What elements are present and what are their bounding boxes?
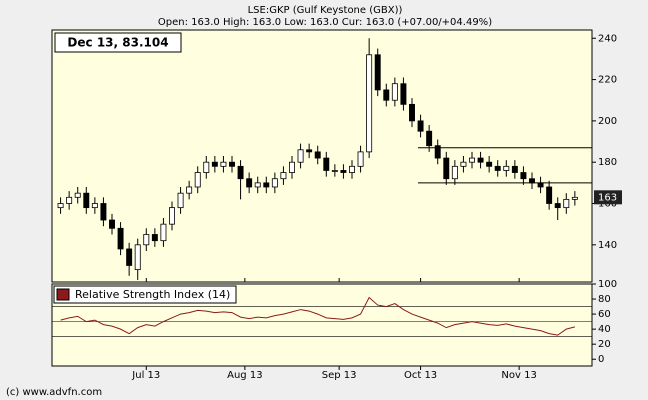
candle-body <box>83 192 90 209</box>
price-panel <box>51 29 593 283</box>
candle-body <box>546 186 553 204</box>
candle-body <box>503 165 510 171</box>
candle-body <box>194 172 201 188</box>
candle-body <box>126 248 133 266</box>
candle-body <box>297 149 304 163</box>
candle-body <box>469 157 475 163</box>
candle-body <box>160 223 167 242</box>
candle-body <box>529 178 535 184</box>
y-tick-label: 200 <box>598 116 617 127</box>
chart-title: LSE:GKP (Gulf Keystone (GBX)) <box>248 5 403 16</box>
y-tick-label: 140 <box>598 240 617 251</box>
candle-body <box>186 186 193 194</box>
candle-body <box>451 165 458 180</box>
candle-body <box>374 54 381 91</box>
candle-body <box>537 182 544 188</box>
y-tick-label: 20 <box>598 339 611 350</box>
candle-body <box>66 196 73 204</box>
x-tick-label: Nov 13 <box>501 370 536 381</box>
y-tick-label: 220 <box>598 75 617 86</box>
candle-body <box>383 89 390 101</box>
legend-swatch <box>56 288 70 301</box>
candle-body <box>349 165 355 173</box>
y-tick-label: 60 <box>598 309 611 320</box>
candle-body <box>314 151 321 159</box>
candle-body <box>246 178 253 188</box>
candle-body <box>434 145 441 159</box>
footer: (c) www.advfn.com <box>6 387 102 398</box>
candle-body <box>289 161 295 173</box>
candle-body <box>57 203 64 209</box>
y-tick-label: 100 <box>598 279 617 290</box>
last-price-label: 163 <box>598 192 617 203</box>
candle-body <box>254 182 261 188</box>
candle-body <box>323 157 330 171</box>
candle-body <box>91 203 98 209</box>
candle-body <box>520 172 527 180</box>
candle-body <box>426 130 433 147</box>
candle-body <box>74 192 81 198</box>
last-price-box <box>594 190 622 205</box>
candle-body <box>391 83 398 101</box>
candle-body <box>331 170 338 172</box>
y-tick-label: 180 <box>598 157 617 168</box>
candle-body <box>306 149 313 153</box>
candle-body <box>494 165 501 171</box>
chart-subtitle: Open: 163.0 High: 163.0 Low: 163.0 Cur: … <box>158 17 492 28</box>
candle-body <box>220 161 227 167</box>
candle-body <box>271 178 278 188</box>
y-tick-label: 240 <box>598 33 617 44</box>
candle-body <box>143 234 150 246</box>
candle-body <box>237 165 244 180</box>
legend-box <box>53 285 237 304</box>
candle-body <box>486 161 493 167</box>
candle-body <box>229 161 235 167</box>
candle-body <box>417 120 424 132</box>
candle-body <box>571 196 578 200</box>
x-tick-label: Oct 13 <box>404 370 437 381</box>
x-tick-label: Aug 13 <box>227 370 262 381</box>
x-tick-label: Jul 13 <box>131 370 160 381</box>
x-tick-label: Sep 13 <box>322 370 357 381</box>
candle-body <box>211 161 218 167</box>
annotation: Dec 13, 83.104 <box>67 36 168 50</box>
annotation-box <box>54 32 182 53</box>
candle-body <box>460 161 467 167</box>
y-tick-label: 80 <box>598 294 611 305</box>
candle-body <box>169 207 175 225</box>
candle-body <box>477 157 484 163</box>
candle-body <box>134 244 141 271</box>
candle-body <box>177 192 184 209</box>
candle-body <box>203 161 210 173</box>
candle-body <box>109 219 115 229</box>
y-tick-label: 40 <box>598 324 611 335</box>
candle-body <box>340 170 347 173</box>
candle-body <box>400 83 407 105</box>
y-tick-label: 0 <box>598 354 604 365</box>
candle-body <box>554 203 561 209</box>
candle-body <box>280 172 287 180</box>
candle-body <box>511 165 518 173</box>
rsi-line <box>60 296 575 336</box>
candle-body <box>263 182 270 188</box>
candle-body <box>563 198 570 209</box>
candle-body <box>151 234 158 242</box>
candle-body <box>409 103 415 122</box>
candle-body <box>357 151 364 167</box>
candle-body <box>117 227 124 250</box>
candle-body <box>443 157 450 180</box>
legend-label: Relative Strength Index (14) <box>75 288 230 301</box>
candle-body <box>100 203 107 221</box>
candle-body <box>366 54 373 153</box>
